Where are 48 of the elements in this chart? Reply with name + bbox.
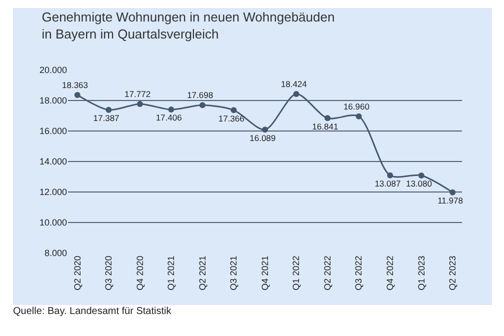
x-tick-label: Q3 2020	[104, 256, 114, 290]
data-label: 17.366	[218, 113, 250, 124]
data-label: 17.772	[124, 89, 156, 100]
y-tick-label: 20.000	[39, 65, 67, 76]
chart-title: Genehmigte Wohnungen in neuen Wohngebäuden in Bayern im Quartalsvergleich	[42, 9, 335, 42]
data-label: 16.089	[250, 132, 280, 143]
y-tick-label: 16.000	[39, 126, 67, 136]
x-tick-label: Q2 2021	[197, 256, 208, 290]
x-tick-label: Q4 2022	[385, 256, 396, 290]
data-label: 17.406	[156, 112, 187, 123]
point	[106, 106, 112, 113]
point	[356, 113, 362, 120]
y-tick-label: 10.000	[39, 218, 67, 228]
point	[450, 189, 456, 196]
x-tick-label: Q1 2022	[291, 256, 302, 290]
point	[293, 91, 300, 98]
data-label: 11.978	[438, 195, 468, 206]
data-label: 13.087	[374, 178, 406, 189]
y-tick-label: 12.000	[39, 187, 67, 198]
data-label: 18.363	[62, 80, 93, 90]
data-label: 18.424	[280, 79, 312, 90]
x-tick-label: Q4 2020	[134, 256, 145, 290]
x-tick-label: Q1 2023	[416, 256, 426, 290]
point	[262, 126, 268, 133]
x-tick-label: Q2 2020	[72, 256, 82, 290]
point	[199, 102, 206, 108]
x-tick-label: Q2 2023	[448, 256, 458, 290]
point	[418, 172, 424, 179]
y-tick-label: 8.000	[44, 248, 67, 258]
y-tick-label: 18.000	[39, 96, 67, 106]
x-tick-label: Q1 2021	[166, 256, 176, 290]
x-tick-label: Q3 2021	[228, 256, 239, 290]
x-tick-label: Q4 2021	[260, 256, 270, 290]
x-tick-label: Q3 2022	[354, 256, 364, 290]
data-label: 13.080	[406, 178, 437, 189]
point	[387, 172, 394, 178]
y-tick-label: 14.000	[39, 156, 67, 167]
source-note: Quelle: Bay. Landesamt für Statistik	[13, 306, 172, 317]
point	[136, 100, 143, 107]
data-label: 17.387	[93, 112, 124, 123]
data-label: 17.698	[187, 90, 218, 100]
data-label: 16.960	[343, 101, 374, 112]
point	[74, 92, 80, 98]
x-tick-label: Q2 2022	[322, 256, 332, 290]
point	[324, 115, 331, 122]
point	[168, 106, 174, 113]
data-label: 16.841	[312, 121, 343, 132]
point	[230, 107, 237, 114]
